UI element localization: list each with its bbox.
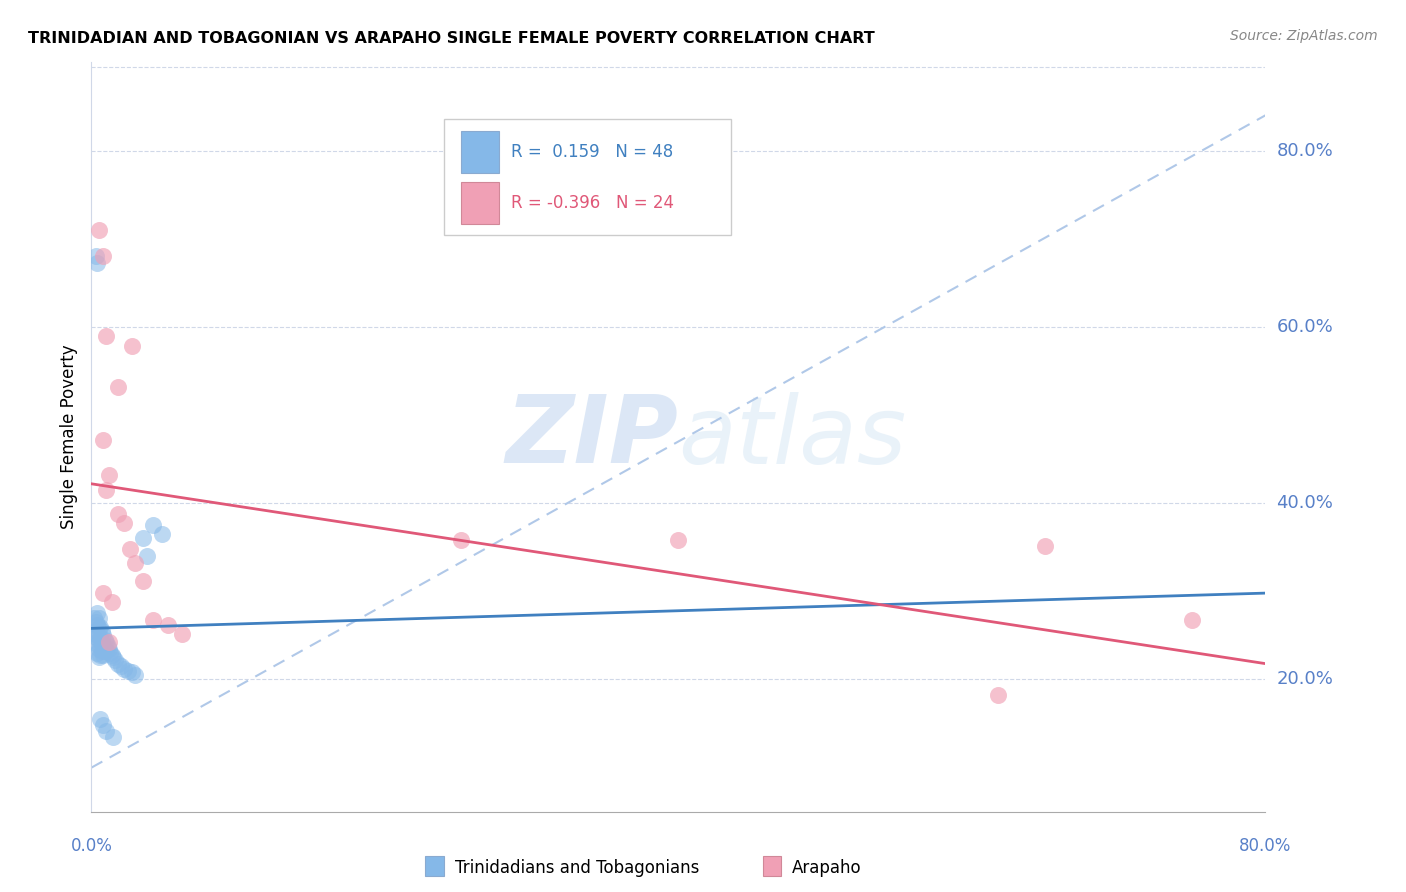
Point	[90, 624, 112, 638]
Text: R = -0.396   N = 24: R = -0.396 N = 24	[510, 194, 673, 212]
Text: 0.0%: 0.0%	[70, 837, 112, 855]
Point	[89, 630, 111, 644]
Point	[121, 339, 143, 353]
Point	[93, 632, 115, 647]
Point	[107, 657, 129, 671]
Text: R =  0.159   N = 48: R = 0.159 N = 48	[510, 143, 672, 161]
Point	[450, 533, 472, 548]
Point	[91, 628, 114, 642]
Point	[87, 621, 110, 635]
Point	[94, 483, 117, 497]
Point	[124, 668, 146, 682]
Point	[132, 574, 155, 588]
Point	[987, 689, 1010, 703]
Point	[142, 613, 165, 627]
Point	[124, 556, 146, 570]
Point	[91, 648, 114, 662]
Y-axis label: Single Female Poverty: Single Female Poverty	[59, 345, 77, 529]
Point	[87, 223, 110, 237]
Point	[104, 653, 127, 667]
Point	[666, 533, 689, 548]
Point	[90, 635, 112, 649]
Point	[96, 639, 118, 653]
Point	[91, 639, 114, 653]
Text: 40.0%: 40.0%	[1277, 494, 1333, 512]
Point	[98, 467, 121, 482]
Point	[107, 507, 129, 521]
Text: TRINIDADIAN AND TOBAGONIAN VS ARAPAHO SINGLE FEMALE POVERTY CORRELATION CHART: TRINIDADIAN AND TOBAGONIAN VS ARAPAHO SI…	[28, 31, 875, 46]
Point	[110, 659, 132, 673]
Point	[86, 628, 108, 642]
Text: Source: ZipAtlas.com: Source: ZipAtlas.com	[1230, 29, 1378, 43]
Point	[103, 650, 125, 665]
Text: 60.0%: 60.0%	[1277, 318, 1333, 336]
Point	[86, 607, 108, 621]
Text: 80.0%: 80.0%	[1239, 837, 1292, 855]
Point	[101, 595, 124, 609]
Point	[89, 619, 111, 633]
Point	[112, 662, 135, 676]
Point	[86, 646, 108, 660]
Point	[94, 723, 117, 738]
Point	[101, 648, 124, 662]
Text: 80.0%: 80.0%	[1277, 142, 1333, 160]
Point	[121, 665, 143, 680]
Point	[91, 433, 114, 447]
Point	[89, 648, 111, 662]
Point	[132, 532, 155, 546]
FancyBboxPatch shape	[461, 131, 499, 173]
Point	[91, 586, 114, 600]
Point	[86, 256, 108, 270]
Point	[91, 249, 114, 263]
Text: atlas: atlas	[678, 392, 907, 483]
Point	[87, 611, 110, 625]
Point	[87, 632, 110, 647]
Point	[156, 617, 179, 632]
Point	[94, 328, 117, 343]
Point	[84, 630, 107, 644]
Point	[98, 635, 121, 649]
Text: Arapaho: Arapaho	[793, 859, 862, 877]
Point	[83, 611, 105, 625]
Point	[103, 730, 125, 744]
Text: Trinidadians and Tobagonians: Trinidadians and Tobagonians	[456, 859, 699, 877]
Point	[100, 646, 122, 660]
Point	[84, 615, 107, 630]
Point	[90, 644, 112, 658]
Point	[91, 718, 114, 732]
Point	[93, 641, 115, 656]
Point	[117, 664, 139, 678]
Point	[98, 641, 121, 656]
Point	[172, 626, 194, 640]
Point	[1181, 613, 1204, 627]
Point	[94, 635, 117, 649]
Point	[86, 637, 108, 651]
Point	[86, 617, 108, 632]
Point	[118, 542, 141, 557]
Point	[87, 641, 110, 656]
Point	[107, 380, 129, 394]
FancyBboxPatch shape	[461, 182, 499, 224]
Point	[84, 249, 107, 263]
Point	[136, 549, 159, 563]
FancyBboxPatch shape	[443, 119, 731, 235]
Point	[94, 644, 117, 658]
Point	[1033, 539, 1056, 553]
Point	[84, 624, 107, 638]
Point	[89, 639, 111, 653]
Point	[142, 518, 165, 533]
Point	[89, 712, 111, 726]
Point	[87, 650, 110, 665]
Text: ZIP: ZIP	[506, 391, 678, 483]
Point	[112, 516, 135, 530]
Text: 20.0%: 20.0%	[1277, 671, 1333, 689]
Point	[150, 527, 173, 541]
